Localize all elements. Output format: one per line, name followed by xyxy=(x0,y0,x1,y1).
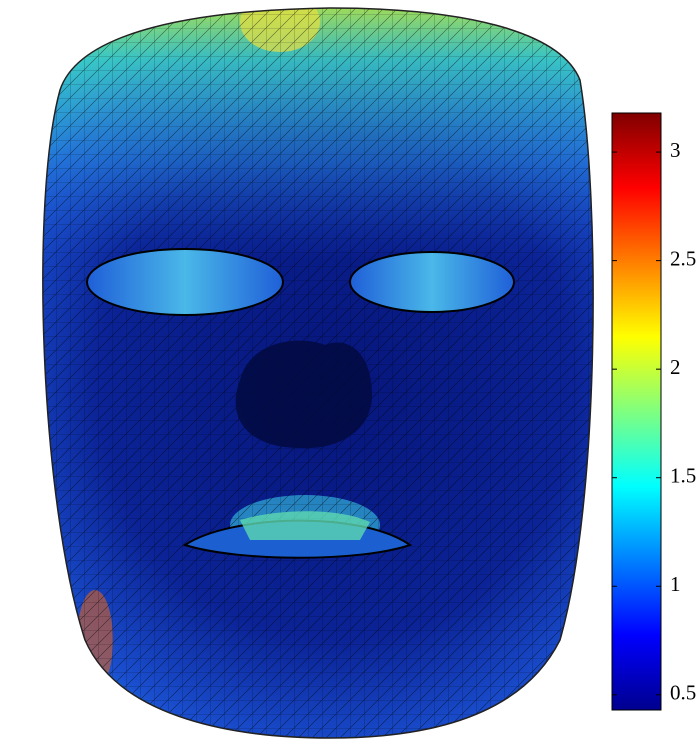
tick-label: 3 xyxy=(670,138,681,162)
colorbar: 0.5 1 1.5 2 2.5 3 xyxy=(612,113,696,710)
tick-label: 1.5 xyxy=(670,464,696,488)
tick-label: 2.5 xyxy=(670,246,696,270)
figure: 0.5 1 1.5 2 2.5 3 xyxy=(0,0,700,743)
face-mesh xyxy=(0,0,700,743)
tick-label: 2 xyxy=(670,355,681,379)
colorbar-scale xyxy=(612,113,661,710)
tick-label: 1 xyxy=(670,572,681,596)
tick-label: 0.5 xyxy=(670,681,696,705)
